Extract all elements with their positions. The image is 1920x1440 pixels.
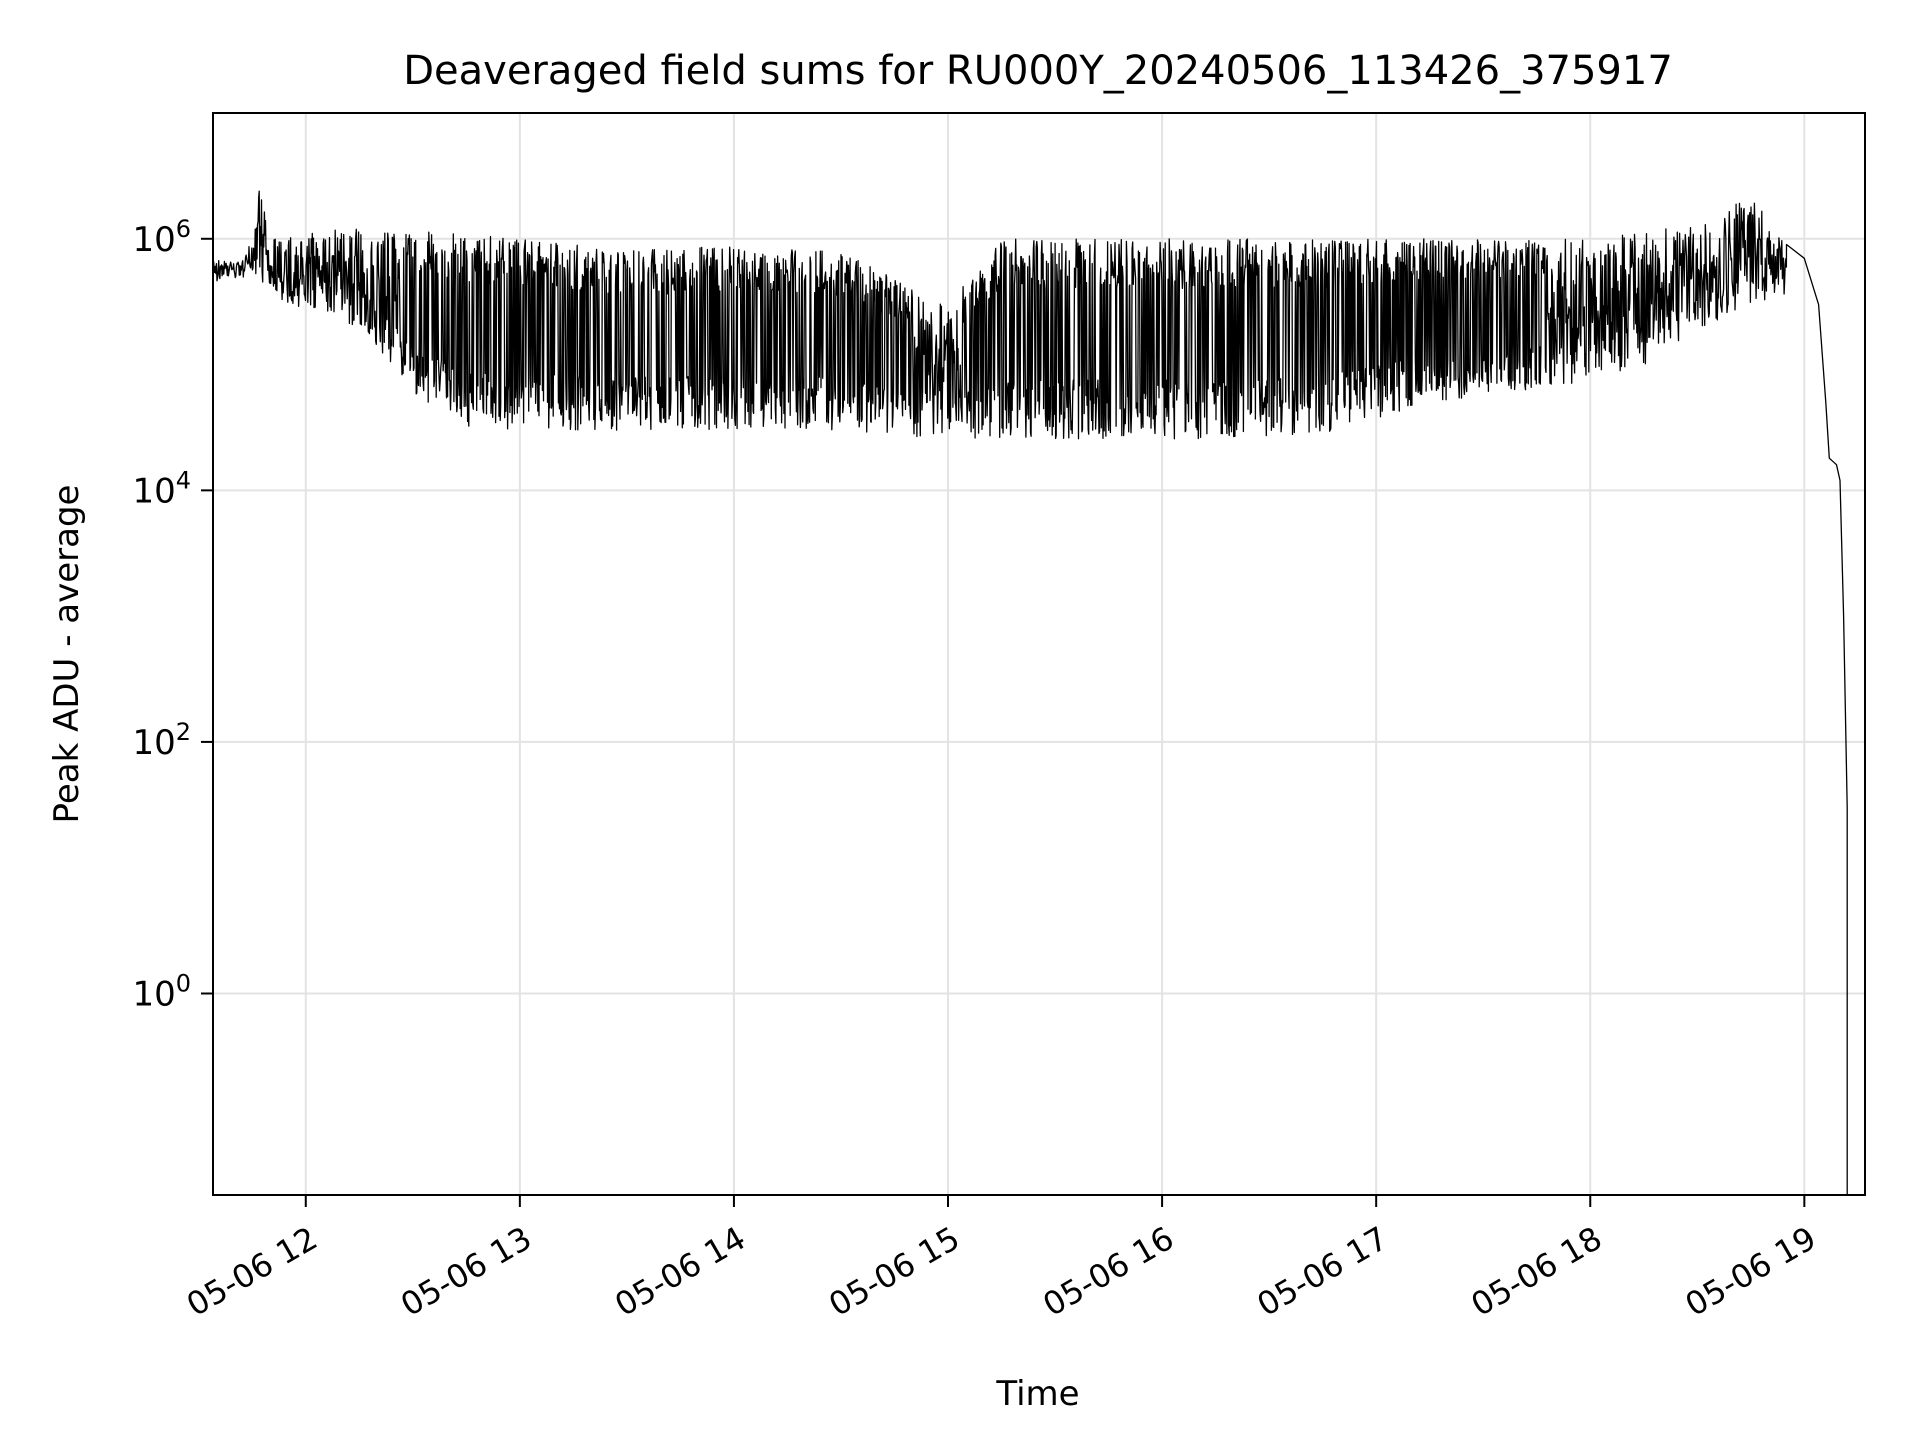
y-tick-label: 100 <box>132 969 191 1014</box>
y-tick-base: 10 <box>132 471 175 511</box>
y-tick-exponent: 4 <box>176 466 191 494</box>
data-layer <box>212 190 1848 1195</box>
y-tick-base: 10 <box>132 220 175 260</box>
y-tick-exponent: 0 <box>176 969 191 997</box>
plot-frame <box>212 112 1866 1196</box>
series-line <box>212 190 1848 1195</box>
y-tick-base: 10 <box>132 974 175 1014</box>
x-axis-label: Time <box>995 1374 1079 1414</box>
chart-title: Deaveraged field sums for RU000Y_2024050… <box>403 48 1673 94</box>
y-tick-exponent: 6 <box>176 215 191 243</box>
y-axis-label: Peak ADU - average <box>47 485 87 824</box>
y-tick-label: 102 <box>132 718 191 763</box>
y-tick-label: 104 <box>132 466 191 511</box>
y-tick-label: 106 <box>132 215 191 260</box>
y-tick-base: 10 <box>132 723 175 763</box>
y-tick-exponent: 2 <box>176 718 191 746</box>
